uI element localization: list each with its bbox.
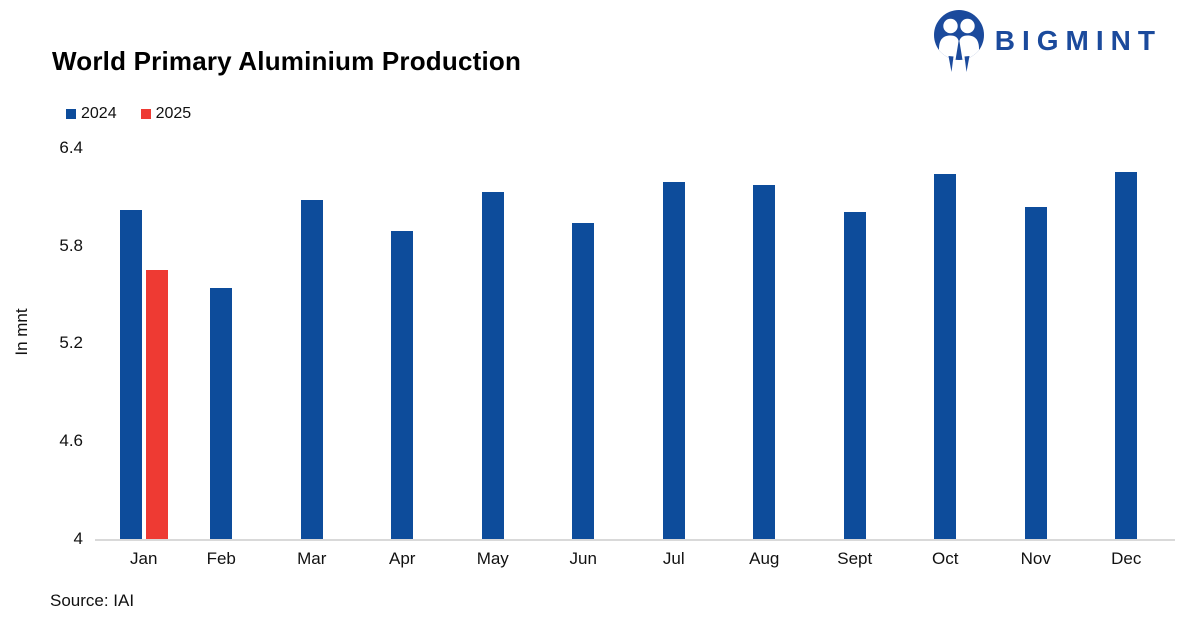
y-tick-label-5.8: 5.8	[59, 235, 83, 255]
bar-2024-May	[481, 191, 504, 539]
x-tick-label-Oct: Oct	[932, 549, 959, 568]
chart-legend: 2024 2025	[66, 105, 191, 123]
legend-item-2024: 2024	[66, 105, 117, 123]
bar-2024-Jun	[572, 222, 595, 539]
x-tick-label-Feb: Feb	[206, 549, 236, 568]
x-tick-label-Sept: Sept	[837, 549, 873, 568]
y-tick-label-4: 4	[73, 529, 83, 548]
bar-2024-Dec	[1115, 172, 1138, 539]
x-tick-label-Nov: Nov	[1020, 549, 1051, 568]
source-note: Source: IAI	[50, 591, 135, 610]
x-tick-label-Dec: Dec	[1111, 549, 1142, 568]
x-axis-line	[95, 539, 1175, 541]
bar-2024-Jan	[119, 209, 142, 539]
bar-2024-Feb	[210, 288, 233, 539]
legend-swatch-2024	[66, 109, 76, 119]
bar-2024-Apr	[391, 231, 414, 539]
bar-2024-Jul	[662, 182, 685, 539]
x-tick-label-Jan: Jan	[130, 549, 158, 568]
x-tick-label-May: May	[476, 549, 509, 568]
y-tick-label-6.4: 6.4	[59, 137, 83, 157]
x-tick-label-Mar: Mar	[297, 549, 327, 568]
y-tick-label-4.6: 4.6	[59, 431, 83, 451]
bar-2024-Aug	[753, 185, 776, 539]
legend-swatch-2025	[140, 109, 151, 119]
legend-label-2025: 2025	[155, 105, 192, 122]
page-title: World Primary Aluminium Production	[52, 46, 522, 76]
legend-label-2024: 2024	[81, 105, 117, 122]
bar-2024-Oct	[934, 174, 957, 539]
bigmint-logo: BIGMINT	[932, 9, 1162, 73]
bar-2024-Sept	[843, 211, 866, 539]
bar-2024-Nov	[1024, 206, 1047, 539]
legend-item-2025: 2025	[140, 105, 192, 123]
x-tick-label-Jun: Jun	[569, 549, 597, 568]
x-tick-label-Apr: Apr	[389, 549, 416, 568]
bigmint-people-icon	[933, 10, 984, 72]
x-tick-label-Aug: Aug	[749, 549, 780, 568]
bar-2024-Mar	[300, 200, 323, 539]
x-tick-label-Jul: Jul	[662, 549, 685, 568]
y-tick-label-5.2: 5.2	[59, 333, 83, 353]
bar-2025-Jan	[145, 270, 168, 539]
bigmint-logo-text: BIGMINT	[994, 25, 1162, 56]
